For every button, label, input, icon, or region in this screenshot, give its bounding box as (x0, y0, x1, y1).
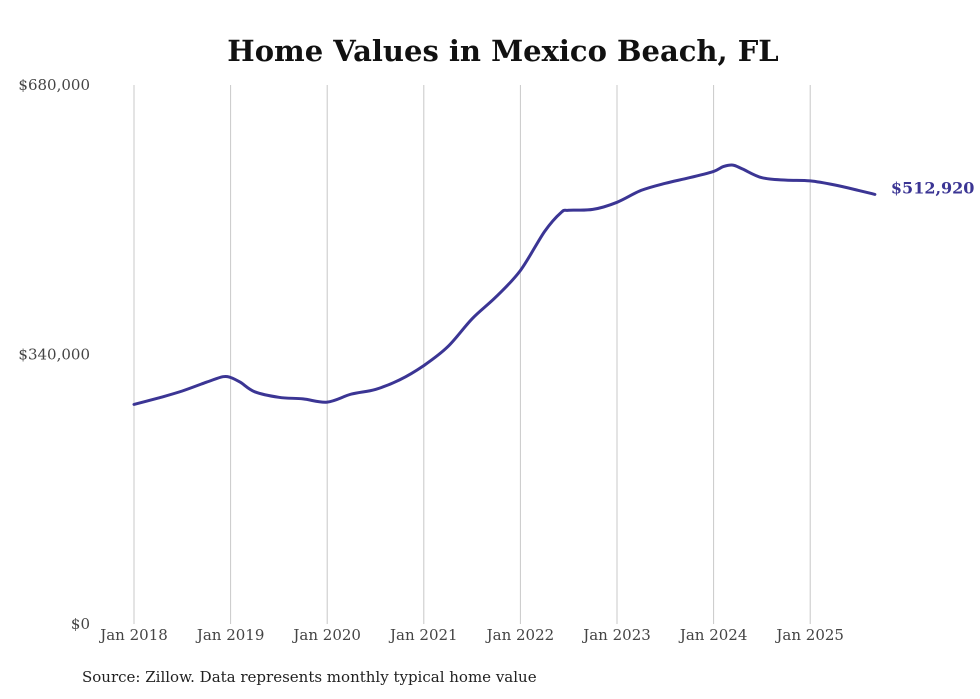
source-note: Source: Zillow. Data represents monthly … (82, 668, 537, 686)
gridlines (133, 85, 811, 624)
x-tick-label: Jan 2023 (581, 626, 651, 644)
end-value-label: $512,920 (891, 178, 975, 197)
x-axis: Jan 2018 Jan 2019 Jan 2020 Jan 2021 Jan 2022… (98, 626, 844, 644)
y-tick-label: $0 (71, 615, 90, 633)
chart-title: Home Values in Mexico Beach, FL (227, 34, 778, 68)
series-line (132, 163, 877, 406)
x-tick-label: Jan 2021 (388, 626, 458, 644)
x-tick-label: Jan 2025 (774, 626, 844, 644)
x-tick-label: Jan 2019 (195, 626, 265, 644)
x-tick-label: Jan 2022 (485, 626, 555, 644)
x-tick-label: Jan 2024 (678, 626, 748, 644)
series-group: $512,920 (132, 163, 975, 406)
y-tick-label: $340,000 (18, 346, 90, 364)
x-tick-label: Jan 2018 (98, 626, 168, 644)
y-tick-label: $680,000 (18, 76, 90, 94)
x-tick-label: Jan 2020 (291, 626, 361, 644)
y-axis: $0 $340,000 $680,000 (18, 76, 90, 633)
